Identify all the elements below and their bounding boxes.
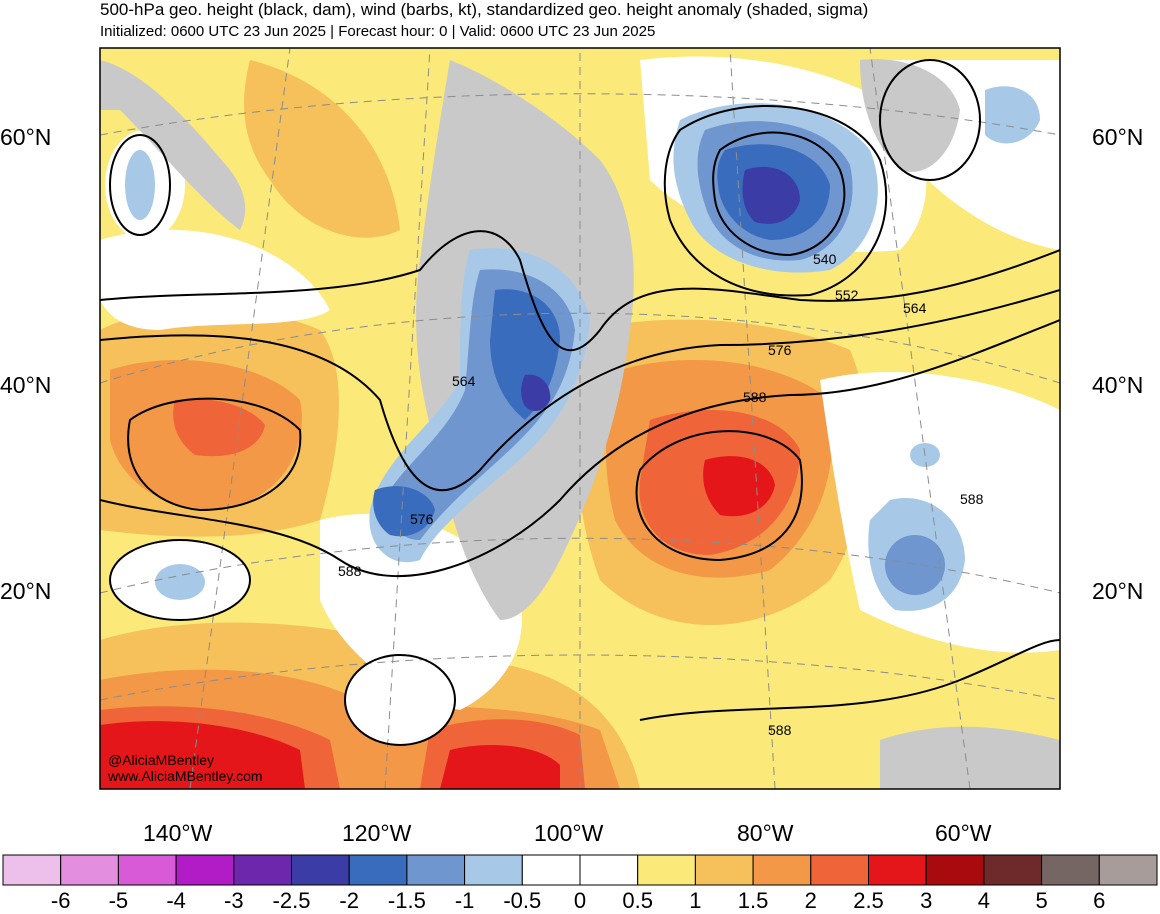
anomaly-pos-1 <box>244 60 400 238</box>
contour-low-ring <box>109 134 171 236</box>
colorbar-swatch <box>521 854 581 886</box>
lat-label-left: 40°N <box>0 372 52 398</box>
masked-terrain <box>860 59 960 172</box>
contour-552 <box>663 105 888 297</box>
colorbar-label: 1.5 <box>737 888 769 913</box>
colorbar-swatch <box>175 854 235 886</box>
contour-high-ring <box>109 539 251 621</box>
contour-588 <box>100 319 1060 578</box>
colorbar-label: -3 <box>224 888 244 913</box>
contour-564 <box>100 230 1060 352</box>
chart-title: 500-hPa geo. height (black, dam), wind (… <box>100 0 869 19</box>
anomaly-pos-2 <box>173 398 265 457</box>
colorbar-label: 1 <box>689 888 702 913</box>
colorbar-label: -6 <box>50 888 71 913</box>
anomaly-neg-2 <box>521 374 551 412</box>
colorbar-label: -1.5 <box>387 888 426 913</box>
contour-588-high <box>127 397 302 512</box>
contour-label-group: 540 552 564 564 576 576 588 588 588 588 <box>338 251 984 738</box>
lat-label-right: 20°N <box>1092 578 1144 604</box>
lat-label-right: 60°N <box>1092 124 1144 150</box>
colorbar-swatch <box>1041 854 1100 886</box>
colorbar-swatch <box>291 854 350 886</box>
masked-terrain <box>100 60 246 230</box>
colorbar-label: 0 <box>573 888 587 913</box>
colorbar-label: -0.5 <box>503 888 542 913</box>
colorbar-swatch <box>464 854 523 886</box>
colorbar-swatch <box>348 854 408 886</box>
contour-label: 564 <box>452 373 476 389</box>
contour-label: 588 <box>768 722 792 738</box>
height-contours <box>100 59 1060 746</box>
anomaly-neg-05 <box>125 150 155 220</box>
anomaly-neg-1 <box>885 535 945 595</box>
lat-label-left: 60°N <box>0 124 52 150</box>
colorbar-label: 0.5 <box>622 888 653 913</box>
lon-label: 140°W <box>143 820 213 846</box>
colorbar-label: -5 <box>108 888 129 913</box>
colorbar-label: -4 <box>166 888 186 913</box>
colorbar-label: -1 <box>454 888 475 913</box>
colorbar-swatch <box>810 854 869 886</box>
colorbar-swatch <box>1098 854 1158 886</box>
anomaly-pos-25 <box>100 721 305 789</box>
contour-label: 576 <box>410 511 434 527</box>
contour-label: 588 <box>338 563 362 579</box>
colorbar-label: 6 <box>1093 888 1106 913</box>
colorbar-label: 3 <box>920 888 933 913</box>
colorbar-label: -2.5 <box>272 888 311 913</box>
anomaly-neutral <box>100 229 330 330</box>
colorbar-swatch <box>694 854 754 886</box>
colorbar <box>2 854 1158 886</box>
lat-label-right: 40°N <box>1092 372 1144 398</box>
contour-label: 552 <box>835 287 859 303</box>
contour-label: 576 <box>768 342 792 358</box>
colorbar-swatch <box>406 854 466 886</box>
chart-subtitle: Initialized: 0600 UTC 23 Jun 2025 | Fore… <box>100 23 656 40</box>
anomaly-neg-15 <box>373 486 435 537</box>
contour-high-ring <box>344 654 456 746</box>
anomaly-neg-2 <box>742 166 800 224</box>
colorbar-label: -2 <box>339 888 359 913</box>
colorbar-swatch <box>983 854 1043 886</box>
contour-label: 564 <box>903 300 927 316</box>
colorbar-swatch <box>2 854 62 886</box>
colorbar-label: 2.5 <box>853 888 884 913</box>
colorbar-swatch <box>752 854 812 886</box>
map-frame <box>99 47 1061 790</box>
colorbar-swatch <box>637 854 696 886</box>
colorbar-label: 4 <box>977 888 991 913</box>
lon-label: 100°W <box>534 820 604 846</box>
graticule <box>100 48 1060 789</box>
anomaly-neg-05 <box>155 564 205 600</box>
lat-label-left: 20°N <box>0 578 52 604</box>
contour-low-ring <box>879 59 981 181</box>
credit-handle: @AliciaMBentley <box>108 752 215 768</box>
anomaly-pos-25 <box>440 745 560 789</box>
colorbar-swatch <box>117 854 177 886</box>
contour-label: 588 <box>743 389 767 405</box>
lon-label: 120°W <box>342 820 412 846</box>
anomaly-pos-25 <box>703 456 775 517</box>
masked-terrain <box>880 726 1060 789</box>
credit-site: www.AliciaMBentley.com <box>108 768 263 784</box>
contour-576 <box>100 289 1060 492</box>
colorbar-swatch <box>868 854 927 886</box>
contour-588-east <box>635 430 803 562</box>
colorbar-swatch <box>233 854 293 886</box>
contour-540 <box>712 131 846 257</box>
anomaly-neutral <box>345 655 455 745</box>
contour-label: 540 <box>813 251 837 267</box>
contour-588-south <box>639 639 1060 721</box>
colorbar-label: 5 <box>1035 888 1048 913</box>
colorbar-label: 2 <box>804 888 817 913</box>
colorbar-swatch <box>925 854 985 886</box>
contour-label: 588 <box>960 491 984 507</box>
colorbar-swatch <box>579 854 639 886</box>
lon-label: 80°W <box>737 820 794 846</box>
lon-label: 60°W <box>935 820 992 846</box>
colorbar-swatch <box>60 854 119 886</box>
